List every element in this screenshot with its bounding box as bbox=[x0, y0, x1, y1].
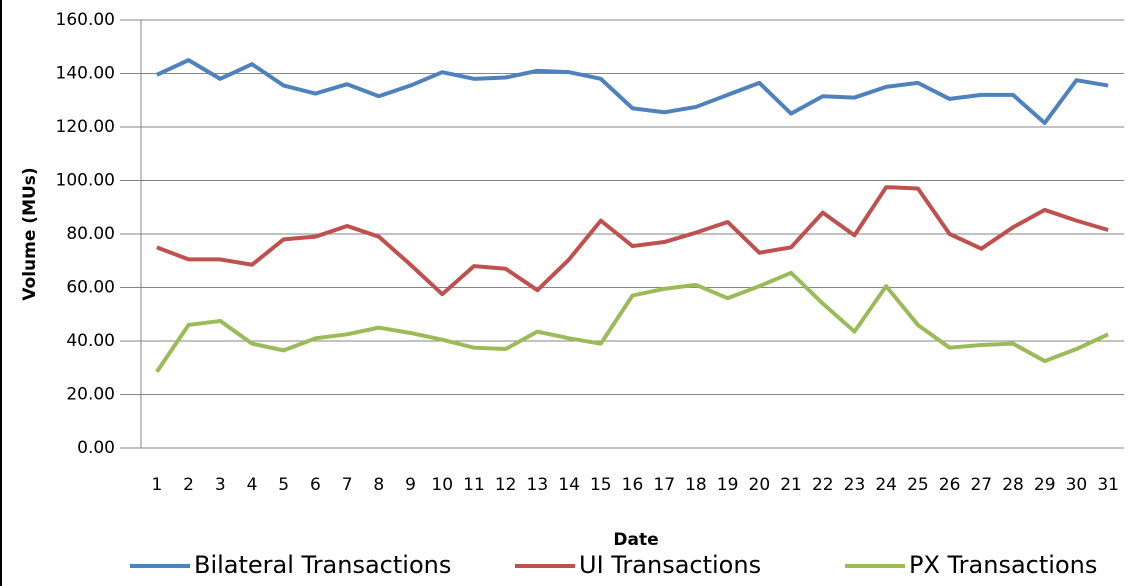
legend-label: PX Transactions bbox=[909, 551, 1097, 579]
x-tick-label: 27 bbox=[970, 475, 992, 495]
x-tick-label: 8 bbox=[373, 475, 384, 495]
x-tick-label: 19 bbox=[717, 475, 739, 495]
series-line bbox=[155, 270, 1109, 373]
y-tick-label: 160.00 bbox=[56, 10, 115, 30]
x-tick-label: 5 bbox=[278, 475, 289, 495]
x-tick-label: 25 bbox=[907, 475, 929, 495]
series-line bbox=[156, 185, 1109, 297]
x-axis-title: Date bbox=[613, 530, 658, 550]
x-tick-label: 1 bbox=[151, 475, 162, 495]
x-tick-label: 4 bbox=[247, 475, 258, 495]
x-tick-label: 28 bbox=[1002, 475, 1024, 495]
y-axis-title: Volume (MUs) bbox=[20, 167, 40, 300]
x-tick-label: 31 bbox=[1097, 475, 1119, 495]
x-tick-label: 15 bbox=[590, 475, 612, 495]
x-tick-label: 6 bbox=[310, 475, 321, 495]
y-tick-label: 20.00 bbox=[66, 385, 115, 405]
x-tick-label: 7 bbox=[342, 475, 353, 495]
y-tick-label: 80.00 bbox=[66, 224, 115, 244]
x-tick-label: 14 bbox=[558, 475, 580, 495]
x-tick-label: 12 bbox=[495, 475, 517, 495]
x-tick-label: 26 bbox=[939, 475, 961, 495]
x-tick-label: 23 bbox=[844, 475, 866, 495]
legend-label: Bilateral Transactions bbox=[194, 551, 451, 579]
x-tick-label: 18 bbox=[685, 475, 707, 495]
x-tick-label: 20 bbox=[749, 475, 771, 495]
x-tick-label: 16 bbox=[622, 475, 644, 495]
x-tick-label: 22 bbox=[812, 475, 834, 495]
x-tick-label: 2 bbox=[183, 475, 194, 495]
legend-label: UI Transactions bbox=[579, 551, 761, 579]
y-tick-label: 100.00 bbox=[56, 171, 115, 191]
y-tick-label: 60.00 bbox=[66, 278, 115, 298]
x-tick-label: 30 bbox=[1066, 475, 1088, 495]
y-tick-label: 120.00 bbox=[56, 117, 115, 137]
y-tick-label: 0.00 bbox=[77, 438, 115, 458]
x-tick-label: 10 bbox=[431, 475, 453, 495]
x-tick-label: 3 bbox=[215, 475, 226, 495]
x-tick-label: 24 bbox=[875, 475, 897, 495]
series-line bbox=[156, 58, 1109, 125]
x-tick-label: 21 bbox=[780, 475, 802, 495]
y-tick-label: 140.00 bbox=[56, 64, 115, 84]
x-tick-label: 11 bbox=[463, 475, 485, 495]
x-tick-label: 13 bbox=[527, 475, 549, 495]
x-tick-label: 17 bbox=[653, 475, 675, 495]
y-tick-label: 40.00 bbox=[66, 331, 115, 351]
x-tick-label: 29 bbox=[1034, 475, 1056, 495]
x-tick-label: 9 bbox=[405, 475, 416, 495]
